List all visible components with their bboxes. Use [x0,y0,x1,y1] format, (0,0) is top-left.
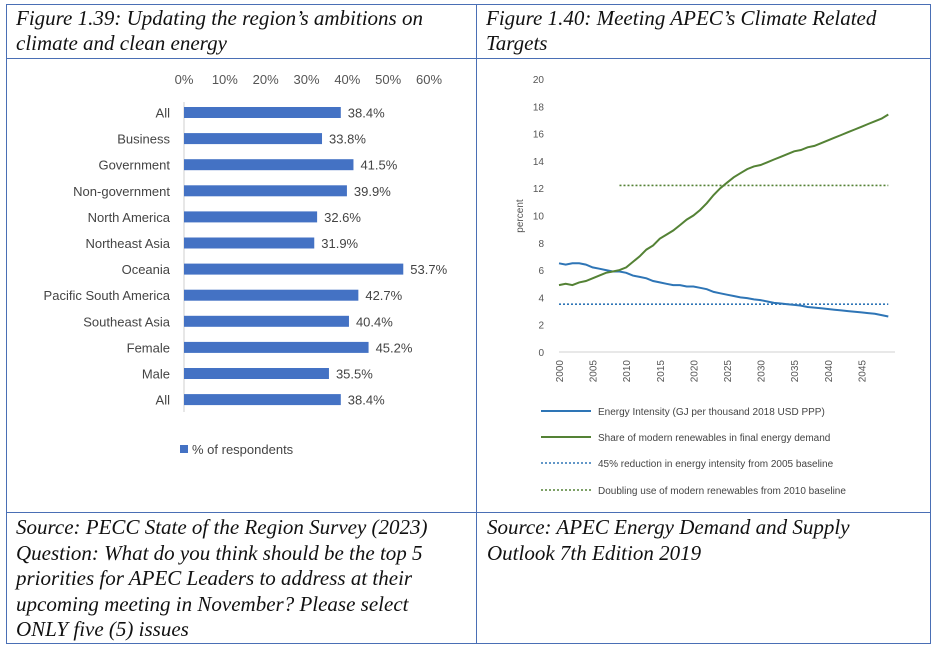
bar [184,159,354,171]
category-label: Oceania [122,262,171,277]
legend-label: Doubling use of modern renewables from 2… [598,486,846,497]
x-tick-label: 2030 [757,360,768,383]
category-label: Male [142,367,170,382]
bar [184,315,349,327]
source-line: upcoming meeting in November? Please sel… [16,591,409,616]
category-label: Southeast Asia [83,314,170,329]
category-label: All [156,106,171,121]
series-line [558,262,889,318]
y-tick-label: 4 [538,293,544,304]
value-label: 31.9% [321,236,358,251]
category-label: Pacific South America [44,288,171,303]
x-tick-label: 2045 [857,360,868,383]
value-label: 38.4% [348,393,385,408]
y-tick-label: 6 [538,266,544,277]
source-line: Question: What do you think should be th… [16,540,423,565]
value-label: 42.7% [365,288,402,303]
value-label: 39.9% [354,184,391,199]
table-border-left [6,4,7,644]
y-tick-label: 16 [533,130,545,141]
table-border-right [930,4,931,644]
category-label: Government [98,158,170,173]
x-tick-label: 2035 [790,360,801,383]
legend-label: 45% reduction in energy intensity from 2… [598,459,834,470]
x-tick-label: 20% [253,72,279,87]
left-source-note: Source: PECC State of the Region Survey … [16,515,474,643]
source-line: Source: APEC Energy Demand and Supply [487,515,850,539]
x-tick-label: 2000 [555,360,566,383]
source-line: priorities for APEC Leaders to address a… [16,566,413,590]
x-tick-label: 40% [334,72,360,87]
category-label: Female [127,340,170,355]
value-label: 33.8% [329,132,366,147]
x-tick-label: 2020 [689,360,700,383]
bar [184,185,347,197]
bar [184,211,318,223]
x-tick-label: 0% [175,72,194,87]
y-tick-label: 10 [533,212,545,223]
value-label: 40.4% [356,314,393,329]
table-border-middle [476,4,477,644]
y-tick-label: 18 [533,102,545,113]
bar [184,341,369,353]
left-figure-caption: Figure 1.39: Updating the region’s ambit… [16,6,423,55]
x-tick-label: 2010 [622,360,633,383]
right-source-note: Source: APEC Energy Demand and Supply Ou… [487,515,927,566]
y-tick-label: 8 [538,239,544,250]
category-label: Northeast Asia [85,236,170,251]
x-tick-label: 2005 [589,360,600,383]
x-tick-label: 10% [212,72,238,87]
value-label: 32.6% [324,210,361,225]
value-label: 53.7% [410,262,447,277]
x-tick-label: 50% [375,72,401,87]
x-tick-label: 30% [293,72,319,87]
value-label: 41.5% [360,158,397,173]
value-label: 45.2% [376,340,413,355]
table-border-bottom [6,643,931,644]
source-line: Source: PECC State of the Region Survey … [16,515,428,539]
bar [184,394,341,406]
y-axis-label: percent [515,199,526,233]
series-line [558,113,889,287]
bar [184,133,323,145]
table-border-header [6,58,931,59]
table-border-top [6,4,931,5]
bar [184,289,359,301]
x-tick-label: 60% [416,72,442,87]
x-tick-label: 2040 [824,360,835,383]
category-label: Business [117,132,170,147]
y-tick-label: 0 [538,348,544,359]
y-tick-label: 20 [533,75,545,86]
legend-label: Share of modern renewables in final ener… [598,433,830,444]
legend-label: Energy Intensity (GJ per thousand 2018 U… [598,407,825,418]
legend-label: % of respondents [192,442,294,457]
line-chart: 0 2 4 6 8 10 12 14 16 18 20 percent 2000 2005 2010 2015… [515,75,895,497]
source-line: Outlook 7th Edition 2019 [487,540,702,565]
right-figure-caption: Figure 1.40: Meeting APEC’s Climate Rela… [486,6,877,55]
legend-swatch [180,445,188,453]
source-line: ONLY five (5) issues [16,617,189,641]
x-tick-label: 2025 [723,360,734,383]
value-label: 38.4% [348,106,385,121]
bar-chart: 0% 10% 20% 30% 40% 50% 60% All 38.4% Business 33.8… [44,72,448,457]
category-label: North America [88,210,171,225]
y-tick-label: 12 [533,184,545,195]
bar [184,368,329,379]
category-label: Non-government [73,184,170,199]
bar [184,263,404,275]
category-label: All [156,393,171,408]
x-tick-label: 2015 [656,360,667,383]
table-border-footer [6,512,931,513]
y-tick-label: 14 [533,157,545,168]
y-tick-label: 2 [538,321,544,332]
bar [184,237,315,249]
value-label: 35.5% [336,367,373,382]
bar [184,107,341,118]
